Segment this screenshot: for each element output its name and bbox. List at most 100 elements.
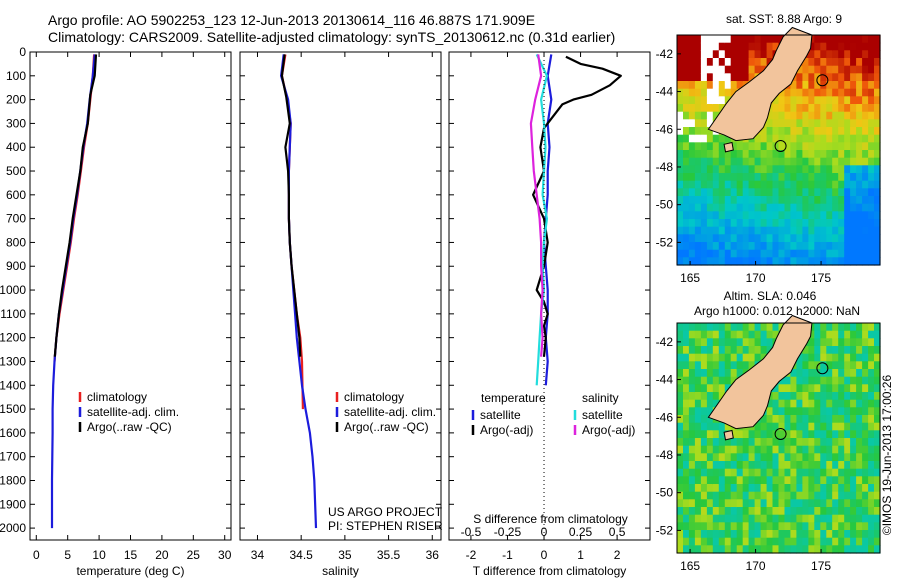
map-cell xyxy=(683,353,690,362)
map-cell xyxy=(838,384,845,393)
map-cell xyxy=(790,96,797,105)
map-cell xyxy=(832,392,839,401)
map-cell xyxy=(706,127,714,136)
map-cell xyxy=(820,430,827,439)
map-cell xyxy=(683,369,690,378)
map-cell xyxy=(766,507,774,516)
map-cell xyxy=(736,453,744,462)
map-cell xyxy=(790,203,797,212)
map-cell xyxy=(772,507,780,516)
map-cell xyxy=(677,415,684,424)
map-cell xyxy=(874,430,881,439)
map-cell xyxy=(700,361,708,370)
map-y-tick-label: -48 xyxy=(656,448,674,462)
map-cell xyxy=(677,249,684,258)
map-cell xyxy=(688,491,696,500)
map-cell xyxy=(724,188,732,197)
map-cell xyxy=(832,422,839,431)
map-cell xyxy=(760,157,768,166)
map-cell xyxy=(712,111,720,120)
map-cell xyxy=(802,422,809,431)
map-cell xyxy=(772,111,780,120)
map-cell xyxy=(796,399,803,408)
map-cell xyxy=(784,219,792,228)
map-cell xyxy=(814,234,821,243)
map-cell xyxy=(808,119,815,128)
x-axis-label-2: S difference from climatology xyxy=(473,512,628,526)
map-cell xyxy=(736,257,744,266)
map-cell xyxy=(724,65,732,74)
map-cell xyxy=(712,537,720,546)
map-x-tick-label: 175 xyxy=(811,559,831,573)
map-cell xyxy=(724,384,732,393)
x-tick-label-temperature: 15 xyxy=(124,548,138,562)
map-cell xyxy=(832,461,839,470)
map-cell xyxy=(838,353,845,362)
map-cell xyxy=(706,119,714,128)
map-cell xyxy=(862,111,869,120)
y-tick-label: 1600 xyxy=(0,426,26,440)
map-cell xyxy=(838,376,845,385)
map-cell xyxy=(838,545,845,554)
map-cell xyxy=(778,392,786,401)
map-cell xyxy=(730,330,738,339)
map-cell xyxy=(862,507,869,516)
map-cell xyxy=(760,150,768,159)
map-cell xyxy=(850,499,857,508)
legend-label-temperature: satellite xyxy=(480,408,521,422)
map-cell xyxy=(832,249,839,258)
map-cell xyxy=(808,376,815,385)
map-cell xyxy=(700,58,708,67)
map-cell xyxy=(820,545,827,554)
map-cell xyxy=(784,242,792,251)
map-cell xyxy=(688,445,696,454)
map-cell xyxy=(712,369,720,378)
map-cell xyxy=(820,173,827,182)
map-cell xyxy=(748,42,756,51)
map-cell xyxy=(760,134,768,143)
map-cell xyxy=(838,422,845,431)
map-cell xyxy=(683,484,690,493)
map-cell xyxy=(844,392,851,401)
map-cell xyxy=(683,196,690,205)
map-cell xyxy=(844,257,851,266)
map-cell xyxy=(724,50,732,59)
map-cell xyxy=(802,407,809,416)
map-cell xyxy=(683,188,690,197)
map-cell xyxy=(772,407,780,416)
map-cell xyxy=(688,257,696,266)
map-cell xyxy=(856,50,863,59)
map-cell xyxy=(856,196,863,205)
map-cell xyxy=(820,88,827,97)
map-cell xyxy=(718,50,726,59)
map-cell xyxy=(796,73,803,82)
map-cell xyxy=(874,468,881,477)
map-cell xyxy=(724,242,732,251)
map-cell xyxy=(706,491,714,500)
map-cell xyxy=(802,491,809,500)
map-cell xyxy=(826,376,833,385)
y-tick-label: 300 xyxy=(6,116,26,130)
map-cell xyxy=(826,96,833,105)
map-cell xyxy=(850,376,857,385)
map-cell xyxy=(700,430,708,439)
map-cell xyxy=(742,438,750,447)
map-cell xyxy=(820,323,827,332)
map-cell xyxy=(730,242,738,251)
map-cell xyxy=(677,111,684,120)
map-cell xyxy=(683,42,690,51)
map-cell xyxy=(874,226,881,235)
map-cell xyxy=(826,50,833,59)
map-cell xyxy=(790,422,797,431)
map-cell xyxy=(700,35,708,44)
map-cell xyxy=(790,522,797,531)
map-cell xyxy=(694,119,702,128)
map-cell xyxy=(766,134,774,143)
map-cell xyxy=(868,338,875,347)
map-cell xyxy=(712,58,720,67)
map-cell xyxy=(844,330,851,339)
map-cell xyxy=(694,88,702,97)
map-cell xyxy=(856,219,863,228)
map-cell xyxy=(790,119,797,128)
map-cell xyxy=(862,430,869,439)
